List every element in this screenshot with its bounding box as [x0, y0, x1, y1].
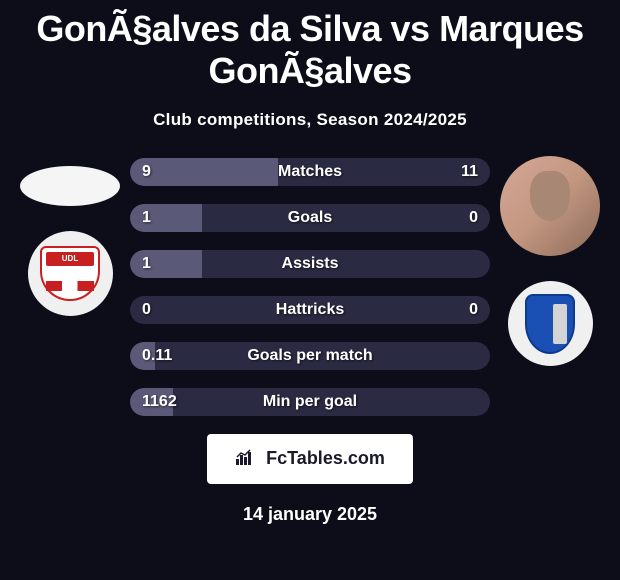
left-column: UDL [10, 148, 130, 416]
stat-row: 0 Hattricks 0 [130, 296, 490, 324]
stat-value-left: 1162 [142, 393, 177, 411]
stat-row: 1162 Min per goal [130, 388, 490, 416]
stat-row: 9 Matches 11 [130, 158, 490, 186]
stat-value-left: 1 [142, 209, 151, 227]
right-column [490, 148, 610, 416]
comparison-card: GonÃ§alves da Silva vs Marques GonÃ§alve… [0, 0, 620, 580]
stat-label: Hattricks [276, 301, 344, 319]
player-right-avatar [500, 156, 600, 256]
stat-value-right: 11 [461, 163, 478, 181]
club-right-pillar [553, 304, 567, 344]
date: 14 january 2025 [10, 504, 610, 525]
stat-row: 1 Assists [130, 250, 490, 278]
stat-value-left: 9 [142, 163, 151, 181]
club-left-code: UDL [46, 252, 94, 266]
footer: FcTables.com [10, 434, 610, 484]
stat-label: Matches [278, 163, 342, 181]
club-left-shield: UDL [40, 246, 100, 301]
stat-value-left: 1 [142, 255, 151, 273]
stat-fill-left [130, 204, 202, 232]
stat-value-left: 0.11 [142, 347, 172, 365]
stat-value-right: 0 [469, 301, 478, 319]
player-left-avatar [20, 166, 120, 206]
stat-row: 0.11 Goals per match [130, 342, 490, 370]
stat-fill-left [130, 250, 202, 278]
stat-label: Assists [282, 255, 339, 273]
stats-column: 9Matches111Goals01Assists0Hattricks00.11… [130, 148, 490, 416]
subtitle: Club competitions, Season 2024/2025 [10, 110, 610, 130]
stat-label: Goals [288, 209, 332, 227]
page-title: GonÃ§alves da Silva vs Marques GonÃ§alve… [10, 0, 610, 92]
stat-row: 1 Goals 0 [130, 204, 490, 232]
main-content: UDL 9Matches111Goals01Assists0Hattricks0… [10, 148, 610, 416]
club-left-badge: UDL [28, 231, 113, 316]
stat-value-right: 0 [469, 209, 478, 227]
club-right-badge [508, 281, 593, 366]
stat-fill-left [130, 158, 278, 186]
brand-box: FcTables.com [207, 434, 413, 484]
club-right-shield [525, 294, 575, 354]
stat-label: Min per goal [263, 393, 357, 411]
brand-icon [235, 449, 255, 470]
brand-text: FcTables.com [266, 448, 385, 468]
stat-value-left: 0 [142, 301, 151, 319]
club-left-stripe [46, 281, 94, 291]
stat-label: Goals per match [247, 347, 372, 365]
